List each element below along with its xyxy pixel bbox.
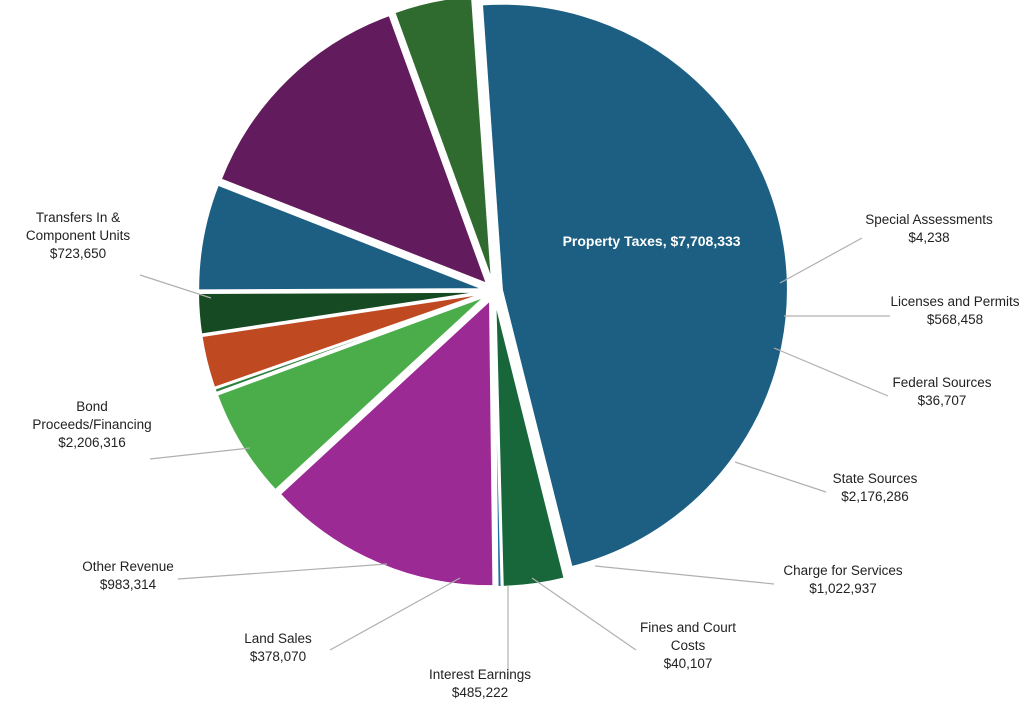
pie-labels: Property Taxes, $7,708,333 Special Assess… — [26, 210, 1020, 700]
slice-label-charge-for-services: Charge for Services $1,022,937 — [783, 563, 903, 596]
pie-slice-transfers-in-component-units — [393, 0, 493, 282]
leader-line — [149, 447, 251, 460]
pie-slice-special-assessments — [495, 300, 568, 580]
leader-lines — [139, 237, 890, 680]
slice-label-state-sources: State Sources $2,176,286 — [833, 471, 918, 504]
pie-slices — [197, 0, 789, 588]
pie-slice-property-taxes — [480, 2, 789, 569]
slice-label-interest-earnings: Interest Earnings $485,222 — [429, 667, 531, 700]
pie-slice-land-sales — [197, 290, 485, 336]
slice-label-licenses-and-permits: Licenses and Permits $568,458 — [890, 294, 1019, 327]
pie-slice-federal-sources — [493, 300, 503, 588]
leader-line — [531, 577, 637, 651]
leader-line — [177, 563, 388, 580]
slice-label-other-revenue: Other Revenue $983,314 — [82, 559, 174, 592]
leader-line — [773, 347, 889, 397]
slice-label-transfers-in-component-units: Transfers In & Component Units $723,650 — [26, 210, 131, 261]
leader-line — [779, 237, 863, 284]
leader-line — [594, 565, 775, 585]
pie-slice-fines-and-court-costs — [213, 293, 485, 395]
leader-line — [329, 577, 461, 651]
slice-label-land-sales: Land Sales $378,070 — [244, 631, 312, 664]
pie-slice-charge-for-services — [215, 295, 487, 492]
slice-label-special-assessments: Special Assessments $4,238 — [865, 212, 993, 245]
slice-label-bond-proceeds-financing: Bond Proceeds/Financing $2,206,316 — [32, 399, 151, 450]
pie-slice-state-sources — [278, 297, 495, 588]
pie-slice-licenses-and-permits — [494, 300, 566, 588]
pie-slice-bond-proceeds-financing — [219, 13, 489, 286]
slice-label-fines-and-court-costs: Fines and Court Costs $40,107 — [640, 620, 736, 671]
leader-line — [734, 461, 827, 493]
slice-label-federal-sources: Federal Sources $36,707 — [892, 375, 991, 408]
pie-slice-interest-earnings — [200, 292, 485, 390]
pie-slice-other-revenue — [197, 183, 485, 292]
leader-line — [139, 274, 212, 299]
slice-label-property-taxes: Property Taxes, $7,708,333 — [563, 233, 741, 249]
